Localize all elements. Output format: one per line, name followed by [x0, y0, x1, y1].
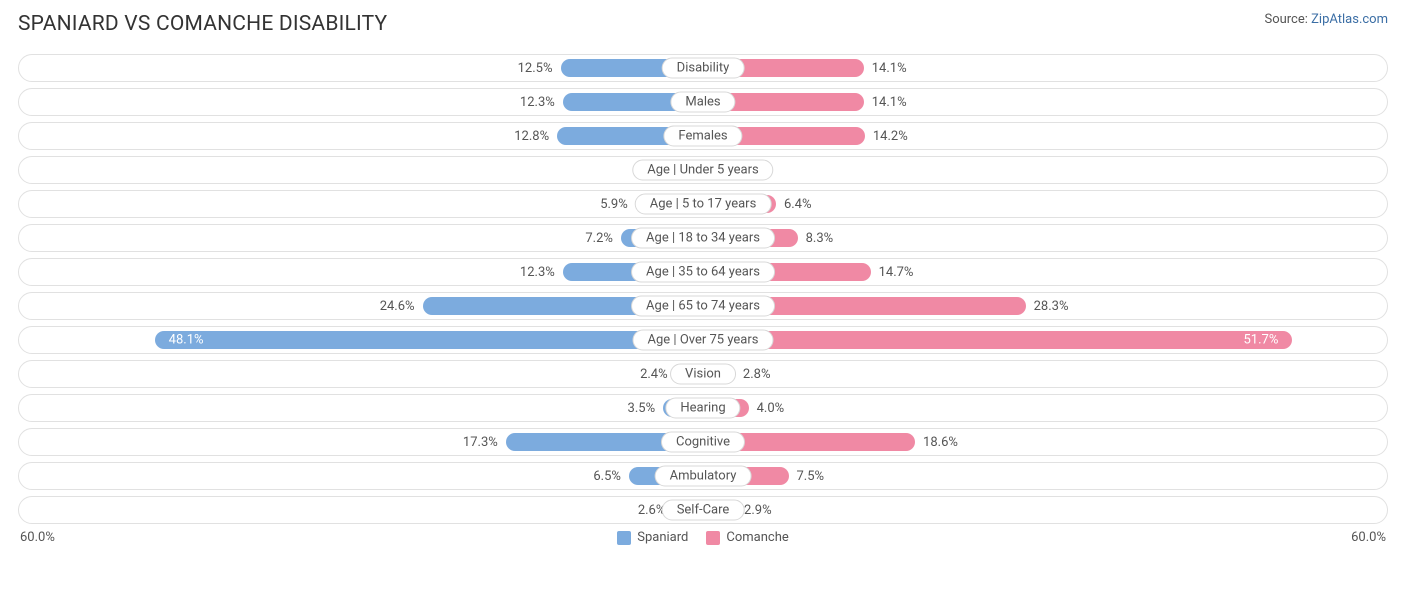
- bar-value-right: 14.2%: [865, 129, 916, 144]
- row-label: Age | 18 to 34 years: [631, 228, 775, 249]
- source-prefix: Source:: [1264, 12, 1311, 27]
- chart-row: 6.5% 7.5% Ambulatory: [18, 462, 1388, 490]
- bar-value-right: 18.6%: [915, 435, 966, 450]
- bar-value-right: 4.0%: [749, 401, 793, 416]
- legend-item-left: Spaniard: [617, 530, 688, 545]
- bar-half-left: 48.1%: [19, 327, 703, 353]
- row-label: Self-Care: [662, 500, 745, 521]
- bar-value-left: 48.1%: [161, 333, 212, 348]
- row-label: Hearing: [665, 398, 740, 419]
- bar-value-right: 14.7%: [871, 265, 922, 280]
- bar-half-right: 6.4%: [703, 191, 1387, 217]
- bar-value-left: 12.3%: [512, 265, 563, 280]
- bar-value-left: 3.5%: [620, 401, 664, 416]
- chart-row: 3.5% 4.0% Hearing: [18, 394, 1388, 422]
- bar-value-right: 2.8%: [735, 367, 779, 382]
- legend-swatch-right: [706, 531, 720, 545]
- bar-half-left: 2.4%: [19, 361, 703, 387]
- bar-half-right: 14.7%: [703, 259, 1387, 285]
- row-label: Disability: [662, 58, 745, 79]
- row-label: Cognitive: [661, 432, 745, 453]
- source-link[interactable]: ZipAtlas.com: [1311, 12, 1388, 27]
- bar-value-left: 24.6%: [372, 299, 423, 314]
- chart-row: 12.3% 14.7% Age | 35 to 64 years: [18, 258, 1388, 286]
- bar-left: 48.1%: [155, 331, 703, 349]
- bar-value-left: 12.3%: [512, 95, 563, 110]
- bar-half-right: 14.1%: [703, 55, 1387, 81]
- bar-half-right: 8.3%: [703, 225, 1387, 251]
- bar-value-right: 14.1%: [864, 61, 915, 76]
- chart-row: 2.6%2.9%Self-Care: [18, 496, 1388, 524]
- row-label: Age | 65 to 74 years: [631, 296, 775, 317]
- legend-label-right: Comanche: [726, 530, 788, 545]
- chart-row: 12.8% 14.2% Females: [18, 122, 1388, 150]
- bar-half-left: 24.6%: [19, 293, 703, 319]
- axis-label-right: 60.0%: [1351, 530, 1386, 545]
- chart-row: 2.4% 2.8%Vision: [18, 360, 1388, 388]
- bar-half-left: 12.3%: [19, 89, 703, 115]
- chart-row: 12.3% 14.1% Males: [18, 88, 1388, 116]
- row-label: Ambulatory: [655, 466, 752, 487]
- bar-half-right: 2.9%: [703, 497, 1387, 523]
- bar-value-right: 7.5%: [789, 469, 833, 484]
- bar-half-right: 1.2%: [703, 157, 1387, 183]
- bar-half-right: 7.5%: [703, 463, 1387, 489]
- chart-row: 12.5% 14.1% Disability: [18, 54, 1388, 82]
- bar-value-left: 12.5%: [510, 61, 561, 76]
- bar-half-left: 6.5%: [19, 463, 703, 489]
- chart-row: 48.1% 51.7% Age | Over 75 years: [18, 326, 1388, 354]
- bar-half-left: 12.8%: [19, 123, 703, 149]
- legend-item-right: Comanche: [706, 530, 788, 545]
- legend-label-left: Spaniard: [637, 530, 688, 545]
- bar-right: 51.7%: [703, 331, 1292, 349]
- bar-value-left: 12.8%: [506, 129, 557, 144]
- row-label: Vision: [670, 364, 736, 385]
- chart-row: 5.9% 6.4% Age | 5 to 17 years: [18, 190, 1388, 218]
- chart-row: 17.3% 18.6% Cognitive: [18, 428, 1388, 456]
- bar-value-left: 7.2%: [577, 231, 621, 246]
- bar-value-right: 28.3%: [1026, 299, 1077, 314]
- bar-half-left: 2.6%: [19, 497, 703, 523]
- bar-half-left: 12.3%: [19, 259, 703, 285]
- bar-half-right: 51.7%: [703, 327, 1387, 353]
- bar-half-right: 14.1%: [703, 89, 1387, 115]
- bar-value-left: 17.3%: [455, 435, 506, 450]
- bar-value-right: 8.3%: [798, 231, 842, 246]
- bar-half-right: 18.6%: [703, 429, 1387, 455]
- chart-row: 7.2% 8.3% Age | 18 to 34 years: [18, 224, 1388, 252]
- bar-value-left: 5.9%: [592, 197, 636, 212]
- chart-row: 24.6% 28.3% Age | 65 to 74 years: [18, 292, 1388, 320]
- bar-half-left: 7.2%: [19, 225, 703, 251]
- legend-swatch-left: [617, 531, 631, 545]
- bar-half-left: 17.3%: [19, 429, 703, 455]
- header: SPANIARD VS COMANCHE DISABILITY Source: …: [18, 12, 1388, 36]
- bar-value-right: 51.7%: [1236, 333, 1287, 348]
- row-label: Females: [663, 126, 742, 147]
- chart-title: SPANIARD VS COMANCHE DISABILITY: [18, 12, 387, 36]
- chart-container: SPANIARD VS COMANCHE DISABILITY Source: …: [0, 0, 1406, 553]
- bar-half-left: 1.4%: [19, 157, 703, 183]
- chart-footer: 60.0% Spaniard Comanche 60.0%: [18, 530, 1388, 545]
- bar-value-right: 6.4%: [776, 197, 820, 212]
- bar-half-left: 5.9%: [19, 191, 703, 217]
- bar-half-right: 14.2%: [703, 123, 1387, 149]
- row-label: Age | 35 to 64 years: [631, 262, 775, 283]
- axis-label-left: 60.0%: [20, 530, 55, 545]
- row-label: Males: [670, 92, 735, 113]
- bar-half-left: 3.5%: [19, 395, 703, 421]
- row-label: Age | Under 5 years: [632, 160, 773, 181]
- bar-value-right: 14.1%: [864, 95, 915, 110]
- bar-half-left: 12.5%: [19, 55, 703, 81]
- legend: Spaniard Comanche: [617, 530, 789, 545]
- bar-half-right: 28.3%: [703, 293, 1387, 319]
- chart-row: 1.4%1.2%Age | Under 5 years: [18, 156, 1388, 184]
- source-attribution: Source: ZipAtlas.com: [1264, 12, 1388, 27]
- row-label: Age | 5 to 17 years: [635, 194, 772, 215]
- bar-half-right: 4.0%: [703, 395, 1387, 421]
- row-label: Age | Over 75 years: [633, 330, 774, 351]
- chart-rows: 12.5% 14.1% Disability 12.3% 14.1% Males 12.8%…: [18, 54, 1388, 524]
- bar-value-left: 6.5%: [585, 469, 629, 484]
- bar-half-right: 2.8%: [703, 361, 1387, 387]
